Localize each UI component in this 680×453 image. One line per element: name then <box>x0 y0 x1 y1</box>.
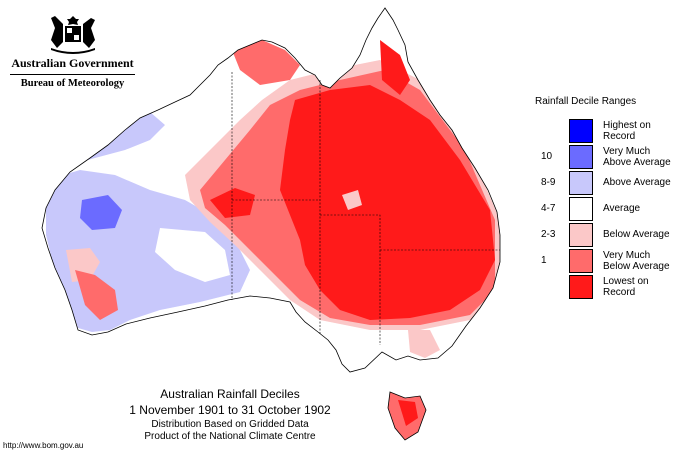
bureau-title: Bureau of Meteorology <box>20 78 125 89</box>
legend-swatch <box>569 145 593 169</box>
caption-title: Australian Rainfall Deciles <box>160 387 300 401</box>
legend-row: Lowest on Record <box>533 274 673 300</box>
legend-swatch <box>569 275 593 299</box>
source-url: http://www.bom.gov.au <box>3 441 84 450</box>
caption-period: 1 November 1901 to 31 October 1902 <box>129 403 331 417</box>
legend-range: 4-7 <box>541 203 556 214</box>
legend-label: Below Average <box>603 229 670 240</box>
government-logo: Australian Government Bureau of Meteorol… <box>10 10 135 89</box>
legend-swatch <box>569 223 593 247</box>
legend-swatch <box>569 171 593 195</box>
legend-swatch <box>569 197 593 221</box>
legend-label: Above Average <box>603 177 671 188</box>
legend-row: 4-7 Average <box>533 196 673 222</box>
legend-label: Very Much Above Average <box>603 146 671 168</box>
legend: Rainfall Decile Ranges Highest on Record… <box>533 96 673 300</box>
legend-label: Average <box>603 203 641 214</box>
legend-swatch <box>569 119 593 143</box>
legend-range: 1 <box>541 255 547 266</box>
caption-product: Product of the National Climate Centre <box>144 431 316 442</box>
government-title: Australian Government <box>11 56 134 70</box>
coat-of-arms-icon <box>50 16 95 54</box>
legend-label: Lowest on Record <box>603 276 649 298</box>
legend-range: 10 <box>541 151 553 162</box>
legend-range: 8-9 <box>541 177 556 188</box>
legend-row: 2-3 Below Average <box>533 222 673 248</box>
legend-row: Highest on Record <box>533 118 673 144</box>
legend-label: Very Much Below Average <box>603 250 670 272</box>
legend-row: 10 Very Much Above Average <box>533 144 673 170</box>
caption-note: Distribution Based on Gridded Data <box>151 419 309 430</box>
legend-range: 2-3 <box>541 229 556 240</box>
legend-row: 1 Very Much Below Average <box>533 248 673 274</box>
legend-row: 8-9 Above Average <box>533 170 673 196</box>
legend-label: Highest on Record <box>603 120 651 142</box>
legend-swatch <box>569 249 593 273</box>
legend-title: Rainfall Decile Ranges <box>535 96 637 107</box>
map-caption: Australian Rainfall Deciles 1 November 1… <box>100 387 360 442</box>
